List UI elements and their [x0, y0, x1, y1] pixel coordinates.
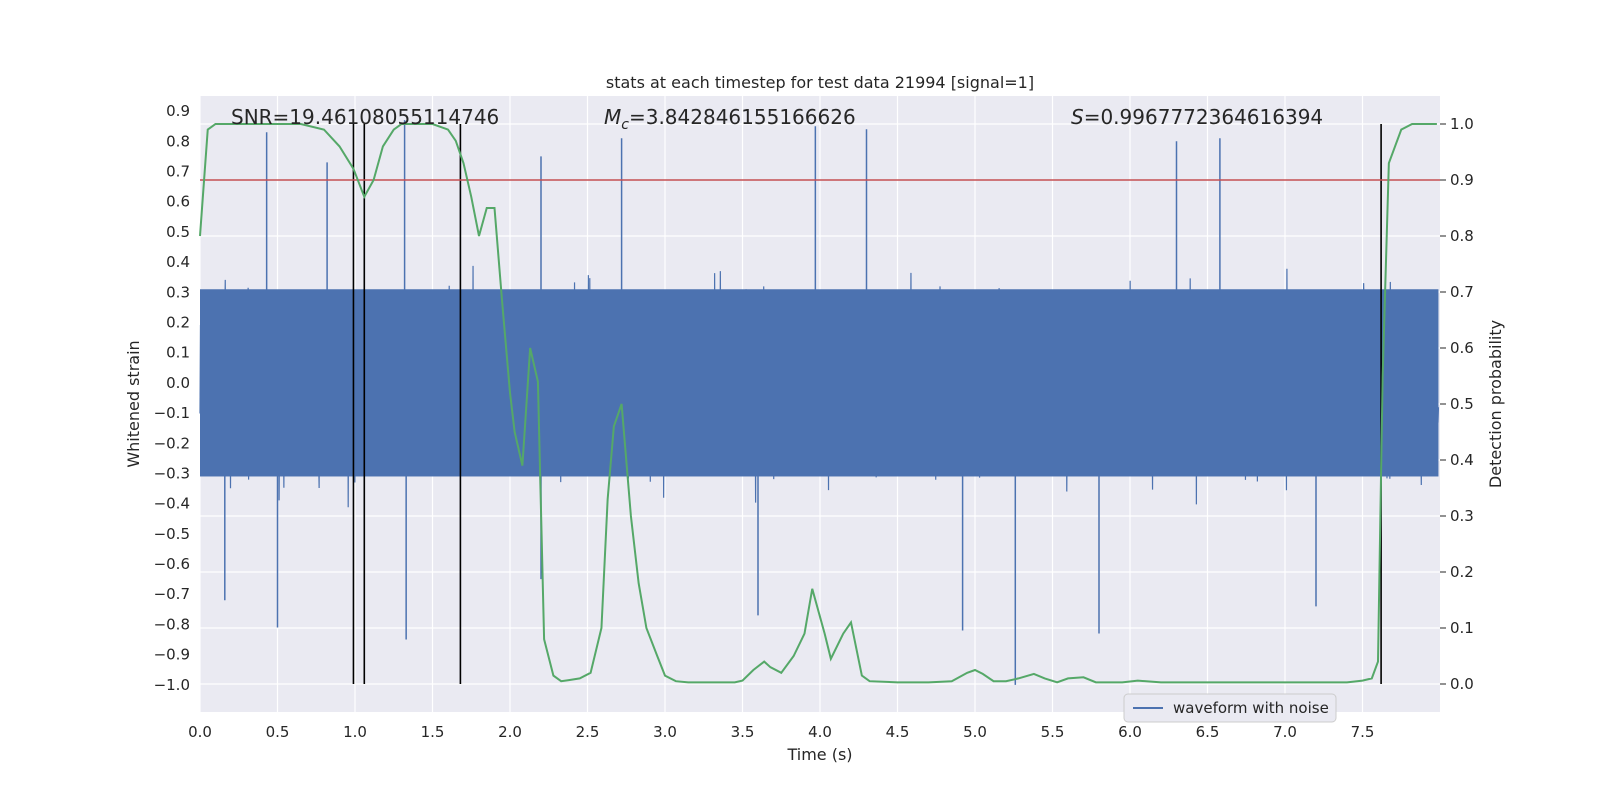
x-tick-label-14: 7.0 — [1273, 723, 1297, 741]
x-tick-label-2: 1.0 — [343, 723, 367, 741]
x-tick-label-6: 3.0 — [653, 723, 677, 741]
chart-title: stats at each timestep for test data 219… — [606, 73, 1034, 92]
legend-box — [1123, 693, 1337, 723]
s-symbol: S — [1071, 105, 1084, 129]
vertical-markers — [352, 124, 1382, 684]
y-tick-label-left-4: 0.5 — [166, 223, 190, 241]
y-tick-label-left-16: −0.7 — [154, 585, 190, 603]
y-tick-label-left-14: −0.5 — [154, 525, 190, 543]
legend-label: waveform with noise — [1173, 699, 1329, 717]
s-value: =0.9967772364616394 — [1084, 105, 1323, 129]
y-tick-label-right-3: 0.7 — [1450, 283, 1474, 301]
y-tick-label-left-8: 0.1 — [166, 344, 190, 362]
chirp-mass-subscript: c — [621, 117, 629, 133]
chirp-mass-symbol: M — [604, 105, 621, 129]
y-tick-label-left-18: −0.9 — [154, 646, 190, 664]
legend: waveform with noise — [1123, 693, 1337, 723]
snr-annotation: SNR=19.46108055114746 — [231, 105, 499, 129]
y-tick-label-left-0: 0.9 — [166, 102, 190, 120]
x-tick-label-0: 0.0 — [188, 723, 212, 741]
y-tick-label-left-13: −0.4 — [154, 495, 190, 513]
detection-probability-series — [199, 123, 1437, 684]
x-tick-label-4: 2.0 — [498, 723, 522, 741]
y-tick-label-left-6: 0.3 — [166, 283, 190, 301]
x-tick-label-3: 1.5 — [421, 723, 445, 741]
y-tick-label-left-17: −0.8 — [154, 615, 190, 633]
x-tick-label-8: 4.0 — [808, 723, 832, 741]
y-axis-label-right: Detection probability — [1486, 320, 1505, 488]
y-tick-label-left-3: 0.6 — [166, 193, 190, 211]
tick-labels: 0.0 0.5 1.0 1.5 2.0 2.5 3.0 3.5 4.0 4.5 5.0 5.5 6.0 6… — [154, 102, 1474, 741]
x-tick-label-10: 5.0 — [963, 723, 987, 741]
chirp-mass-value: =3.842846155166626 — [629, 105, 856, 129]
y-tick-label-right-0: 1.0 — [1450, 115, 1474, 133]
y-tick-label-left-1: 0.8 — [166, 132, 190, 150]
x-axis-label: Time (s) — [786, 745, 852, 764]
y-tick-label-left-5: 0.4 — [166, 253, 190, 271]
y-tick-label-left-15: −0.6 — [154, 555, 190, 573]
x-tick-label-13: 6.5 — [1196, 723, 1220, 741]
waveform-with-noise-series — [199, 120, 1440, 685]
x-tick-label-1: 0.5 — [266, 723, 290, 741]
y-tick-label-right-4: 0.6 — [1450, 339, 1474, 357]
s-annotation: S=0.9967772364616394 — [1071, 105, 1323, 129]
y-tick-label-left-10: −0.1 — [154, 404, 190, 422]
y-tick-label-left-19: −1.0 — [154, 676, 190, 694]
y-tick-label-left-9: 0.0 — [166, 374, 190, 392]
y-tick-label-left-2: 0.7 — [166, 162, 190, 180]
x-tick-label-5: 2.5 — [576, 723, 600, 741]
y-tick-label-left-7: 0.2 — [166, 313, 190, 331]
x-tick-label-11: 5.5 — [1041, 723, 1065, 741]
y-tick-label-right-10: 0.0 — [1450, 675, 1474, 693]
x-tick-label-7: 3.5 — [731, 723, 755, 741]
y-tick-label-right-7: 0.3 — [1450, 507, 1474, 525]
y-tick-label-left-11: −0.2 — [154, 434, 190, 452]
y-tick-label-right-6: 0.4 — [1450, 451, 1474, 469]
x-tick-label-12: 6.0 — [1118, 723, 1142, 741]
y-tick-label-right-1: 0.9 — [1450, 171, 1474, 189]
waveform-core-band — [200, 289, 1439, 477]
y-tick-label-right-2: 0.8 — [1450, 227, 1474, 245]
chirp-mass-annotation: Mc=3.842846155166626 — [604, 105, 856, 133]
x-tick-label-9: 4.5 — [886, 723, 910, 741]
y-tick-label-right-5: 0.5 — [1450, 395, 1474, 413]
x-tick-label-15: 7.5 — [1351, 723, 1375, 741]
y-axis-label-left: Whitened strain — [124, 340, 143, 467]
y-tick-label-right-8: 0.2 — [1450, 563, 1474, 581]
detection-probability-line-0 — [199, 123, 1437, 684]
y-tick-label-left-12: −0.3 — [154, 464, 190, 482]
y-tick-label-right-9: 0.1 — [1450, 619, 1474, 637]
